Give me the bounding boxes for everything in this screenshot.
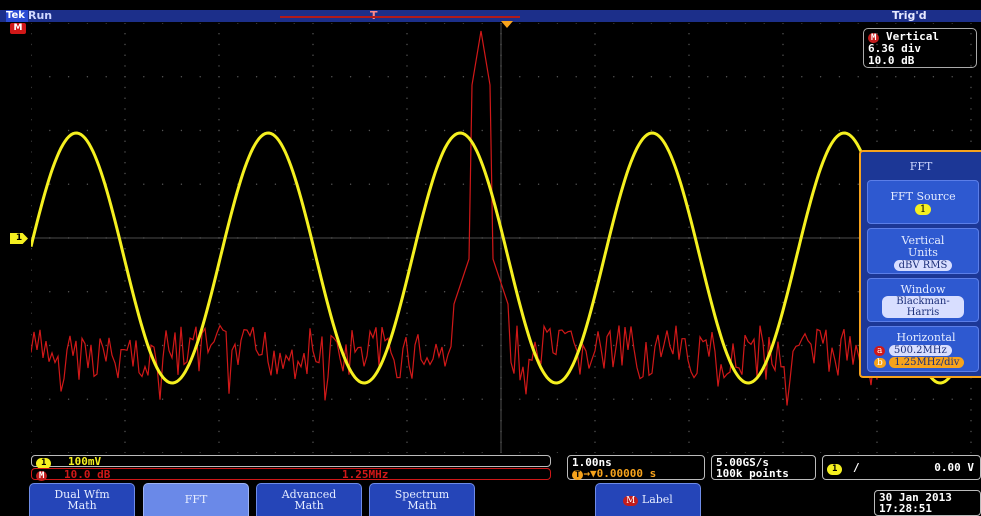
date: 30 Jan 2013 [879,491,952,504]
trigger-level: 0.00 V [934,461,974,474]
record-view-bar [280,16,520,18]
delay-badge: T [572,470,584,480]
spectrum-math-label: Spectrum Math [394,488,450,512]
acquisition-readout[interactable]: 5.00GS/s 100k points [711,455,816,480]
fft-source-label: FFT Source [890,190,956,203]
center-badge: a [874,346,886,356]
math-readout-badge: M [36,471,48,481]
time: 17:28:51 [879,502,932,515]
ch1-ground-marker: 1 [10,233,28,244]
record-length: 100k points [716,467,789,480]
vertical-units-button[interactable]: Vertical Units dBV RMS [867,228,979,274]
scale-badge: b [874,358,886,368]
math-hz: 1.25MHz [342,468,389,481]
spectrum-math-button[interactable]: Spectrum Math [369,483,475,516]
datetime-readout: 30 Jan 2013 17:28:51 [874,490,981,516]
horizontal-label: Horizontal [896,331,956,344]
horizontal-center: 500.2MHz [888,345,952,356]
fft-side-menu: FFT FFT Source 1 Vertical Units dBV RMS … [859,150,981,378]
fft-button[interactable]: FFT [143,483,249,516]
math-scale: 10.0 dB [64,468,111,481]
ch1-badge: 1 [36,458,52,469]
timebase-readout[interactable]: 1.00ns T →▼0.00000 s [567,455,705,480]
label-badge: M [623,496,639,506]
dual-wfm-math-button[interactable]: Dual Wfm Math [29,483,135,516]
ch1-readout[interactable]: 1 100mV [31,455,551,469]
advanced-math-button[interactable]: Advanced Math [256,483,362,516]
vertical-units-value: dBV RMS [893,260,953,271]
graticule-grid [31,23,972,453]
run-state: Run [28,9,53,22]
trigger-position-marker: T [370,9,378,22]
window-label: Window [900,283,946,296]
vertical-readout: M Vertical 6.36 div 10.0 dB [863,28,977,68]
window-value: Blackman-Harris [882,296,964,318]
fft-source-value: 1 [914,204,932,215]
horizontal-scale: 1.25MHz/div [889,357,965,368]
label-text: Label [641,493,673,506]
vertical-divisions: 6.36 div [868,42,921,55]
trigger-slope-icon: ∕ [853,461,860,474]
window-button[interactable]: Window Blackman-Harris [867,278,979,322]
timebase-scale: 1.00ns [572,456,612,469]
brand-logo: Tek [6,10,28,22]
fft-menu-title: FFT [909,160,933,173]
advanced-math-label: Advanced Math [281,488,337,512]
trigger-state: Trig'd [892,9,927,22]
dual-wfm-math-label: Dual Wfm Math [54,488,110,512]
vertical-title: Vertical [886,30,940,43]
ch1-sine-trace [31,131,963,385]
math-badge: M [868,33,880,43]
math-reference-marker: M [10,23,26,34]
horizontal-button[interactable]: Horizontal a 500.2MHz b 1.25MHz/div [867,326,979,372]
fft-source-button[interactable]: FFT Source 1 [867,180,979,224]
trigger-source-badge: 1 [827,464,843,475]
fft-label: FFT [184,493,208,506]
trigger-time-marker [501,21,513,28]
waveform-display [31,23,972,453]
vertical-scale: 10.0 dB [868,54,915,67]
sample-rate: 5.00GS/s [716,456,769,469]
vertical-units-label: Vertical Units [901,234,945,259]
delay-value: →▼0.00000 s [583,467,657,480]
label-button[interactable]: M Label [595,483,701,516]
trigger-readout[interactable]: 1 ∕ 0.00 V [822,455,981,480]
math-readout[interactable]: M 10.0 dB 1.25MHz [31,468,551,481]
fft-math-trace [31,30,971,406]
ch1-scale: 100mV [68,455,102,468]
